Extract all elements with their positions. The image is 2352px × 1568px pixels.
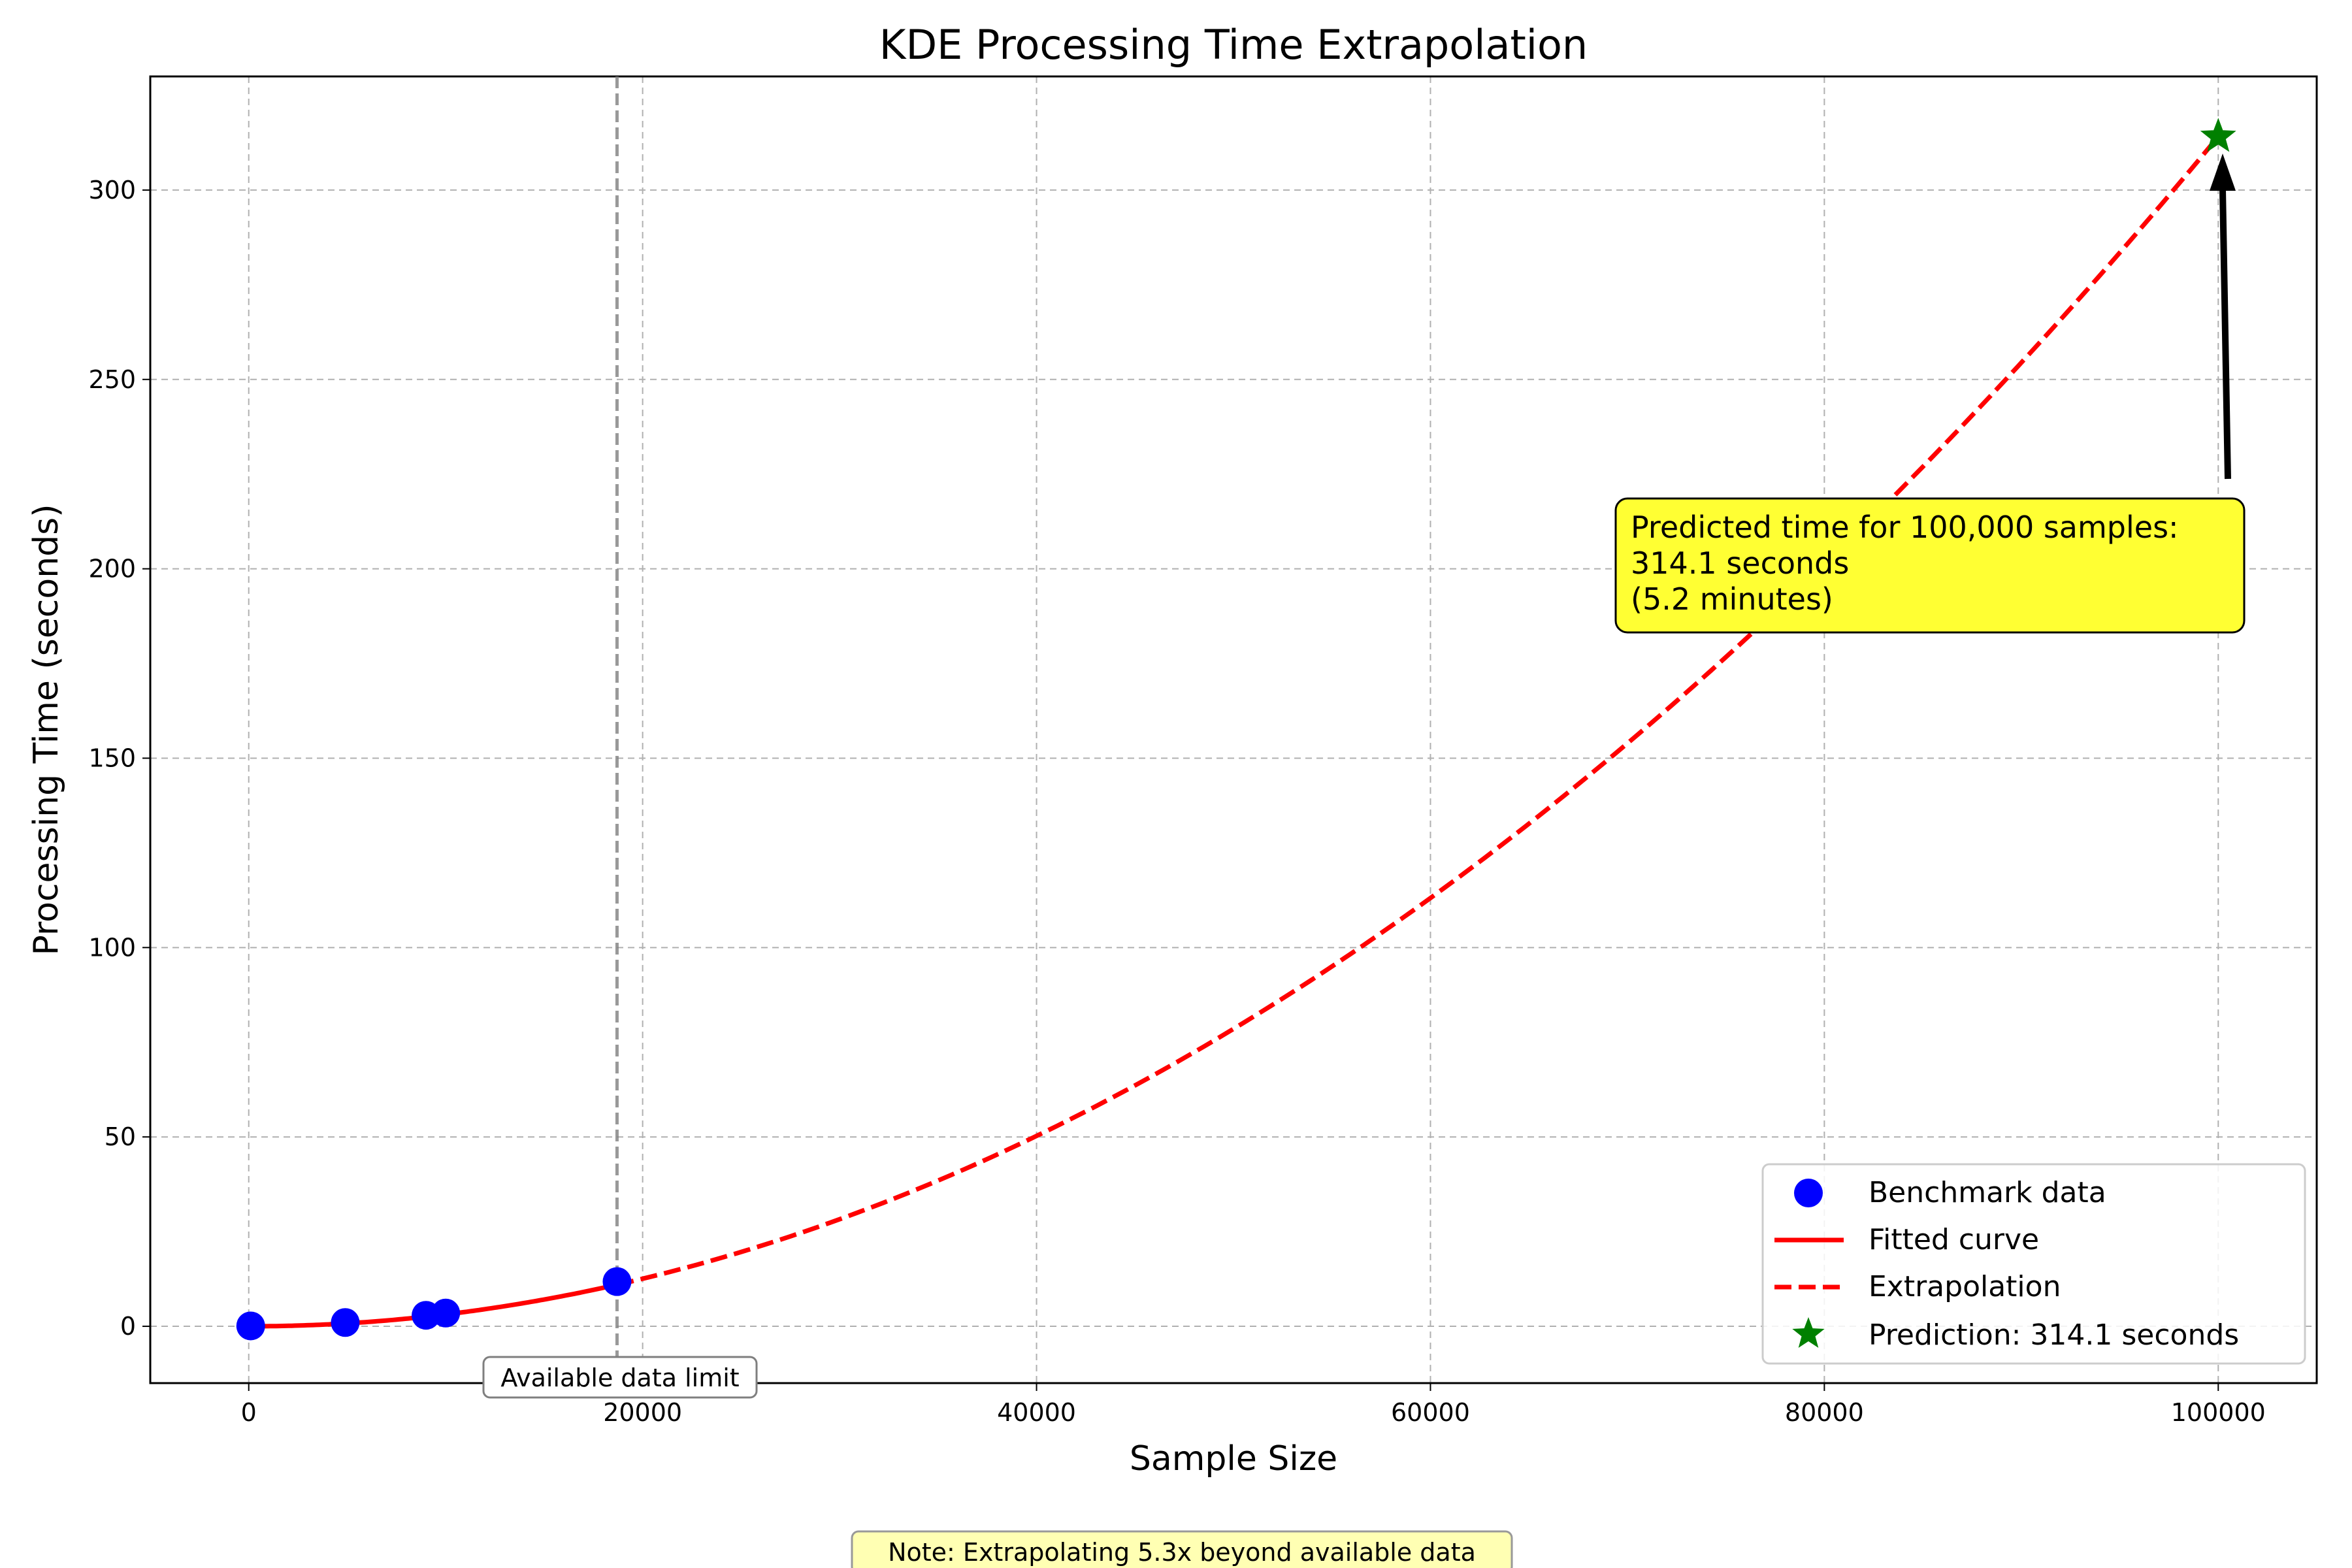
annotation-arrow-head — [2210, 154, 2236, 191]
benchmark-point — [236, 1311, 265, 1341]
y-tick-label: 150 — [88, 743, 136, 772]
series — [236, 76, 2236, 1383]
x-tick-label: 100000 — [2171, 1398, 2266, 1427]
plot-frame — [149, 75, 2318, 1384]
y-tick-label: 100 — [88, 933, 136, 962]
data-limit-label-box — [482, 1356, 758, 1399]
x-tick-label: 60000 — [1391, 1398, 1470, 1427]
y-tick-label: 0 — [120, 1312, 136, 1341]
annotation-line-1: Predicted time for 100,000 samples: — [1631, 510, 2179, 545]
prediction-point — [2200, 118, 2236, 152]
annotation-line-3: (5.2 minutes) — [1631, 581, 1833, 617]
y-tick-label: 50 — [105, 1122, 136, 1151]
annotation-box — [1614, 497, 2246, 634]
legend-marker-prediction — [1792, 1317, 1825, 1348]
data-limit-label-text: Available data limit — [500, 1364, 739, 1392]
benchmark-point — [431, 1298, 461, 1328]
x-tick-label: 20000 — [603, 1398, 682, 1427]
legend-box — [1761, 1163, 2306, 1365]
y-tick-label: 300 — [88, 176, 136, 204]
y-tick-label: 200 — [88, 555, 136, 583]
note-text: Note: Extrapolating 5.3x beyond availabl… — [888, 1538, 1476, 1567]
legend-marker-benchmark — [1794, 1179, 1823, 1207]
y-axis-ticks: 0 50 100 150 200 250 300 — [88, 176, 150, 1341]
data-limit-label: Available data limit — [482, 1356, 758, 1399]
legend-label-extrapolation: Extrapolation — [1869, 1270, 2061, 1303]
y-axis-title: Processing Time (seconds) — [27, 504, 66, 955]
annotation-arrow-line — [2219, 189, 2231, 480]
prediction-annotation: Predicted time for 100,000 samples: 314.… — [1614, 154, 2246, 634]
x-axis-title: Sample Size — [1130, 1439, 1337, 1478]
y-tick-label: 250 — [88, 365, 136, 394]
extrapolation-line — [616, 135, 2220, 1287]
legend: Benchmark data Fitted curve Extrapolatio… — [1761, 1163, 2306, 1365]
annotation-line-2: 314.1 seconds — [1631, 546, 1849, 581]
x-tick-label: 0 — [241, 1398, 257, 1427]
x-tick-label: 80000 — [1785, 1398, 1864, 1427]
chart-title: KDE Processing Time Extrapolation — [879, 21, 1588, 69]
benchmark-point — [331, 1308, 360, 1337]
note-box — [851, 1530, 1513, 1568]
x-tick-label: 40000 — [997, 1398, 1076, 1427]
legend-label-fitted: Fitted curve — [1869, 1223, 2039, 1256]
benchmark-point — [602, 1267, 632, 1296]
note: Note: Extrapolating 5.3x beyond availabl… — [851, 1530, 1513, 1568]
legend-label-benchmark: Benchmark data — [1869, 1176, 2106, 1209]
x-axis-ticks: 0 20000 40000 60000 80000 100000 — [241, 1383, 2266, 1427]
legend-label-prediction: Prediction: 314.1 seconds — [1869, 1318, 2239, 1352]
